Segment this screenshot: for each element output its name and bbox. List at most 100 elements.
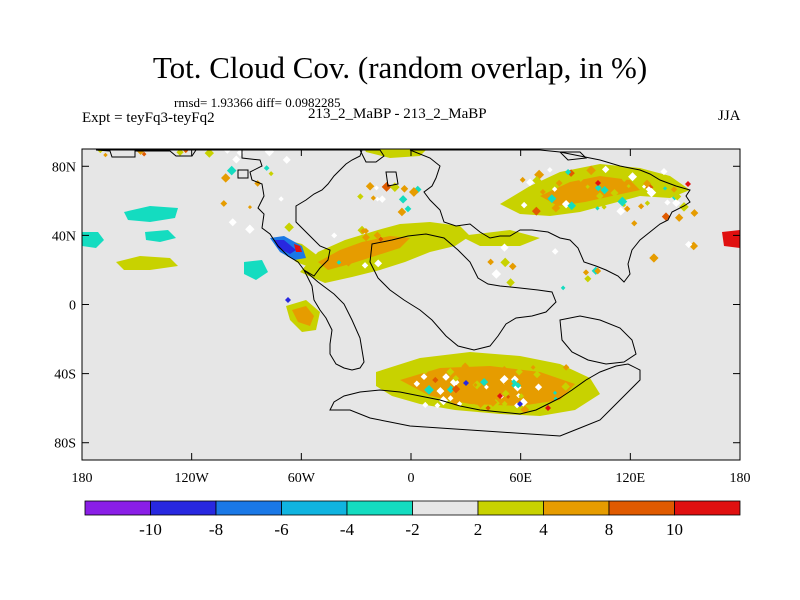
anomaly-speckle (422, 401, 429, 409)
anomaly-speckle (673, 192, 682, 201)
anomaly-speckle (500, 257, 510, 268)
coastline-eurasia (409, 149, 691, 283)
colorbar-label: 2 (474, 520, 483, 539)
anomaly-speckle (514, 402, 521, 409)
coastline-antarctica (329, 363, 641, 437)
anomaly-speckle (562, 364, 570, 371)
anomaly-speckle (331, 232, 338, 239)
colorbar-label: 4 (539, 520, 548, 539)
colorbar-box (674, 500, 741, 516)
anomaly-speckle (594, 184, 602, 192)
anomaly-speckle (228, 218, 237, 227)
anomaly-speckle (679, 202, 689, 212)
anomaly-patch-pacific (116, 256, 178, 270)
colorbar-label: -2 (405, 520, 419, 539)
anomaly-extreme-cell (685, 181, 691, 187)
anomaly-speckle (660, 168, 668, 176)
anomaly-speckle (585, 184, 590, 190)
lat-tick-label: 40N (52, 229, 76, 244)
anomaly-patch-pacific-negative-2 (145, 230, 176, 242)
anomaly-speckle (529, 393, 538, 402)
anomaly-extreme-cell (595, 180, 601, 186)
anomaly-speckle (600, 186, 609, 195)
anomaly-speckle (631, 220, 638, 227)
coastline-central-south-america (303, 269, 365, 371)
anomaly-speckle (365, 181, 375, 191)
experiment-label: Expt = teyFq3-teyFq2 (82, 110, 215, 126)
anomaly-speckle (187, 149, 188, 150)
anomaly-speckle (484, 384, 489, 390)
anomaly-speckle (268, 171, 274, 177)
anomaly-speckle (473, 382, 478, 387)
anomaly-speckle (397, 207, 407, 217)
lon-tick-label: 60E (509, 471, 532, 486)
colorbar-label: 10 (666, 520, 683, 539)
anomaly-speckle (491, 269, 502, 279)
anomaly-speckle (434, 402, 441, 409)
anomaly-speckle (381, 181, 392, 192)
anomaly-speckle (649, 253, 659, 263)
anomaly-patch-pacific-negative-3 (244, 260, 268, 280)
lon-tick-label: 120E (616, 471, 646, 486)
anomaly-speckle (530, 364, 536, 370)
anomaly-speckle (584, 275, 592, 283)
anomaly-speckle (643, 179, 652, 188)
anomaly-speckle (601, 165, 610, 174)
anomaly-speckle (560, 285, 566, 291)
anomaly-patch-california-core (274, 240, 296, 254)
anomaly-extreme-cell (497, 393, 503, 399)
anomaly-speckle (520, 201, 528, 209)
anomaly-speckle (664, 199, 671, 206)
anomaly-speckle (420, 373, 428, 381)
lat-tick-label: 80S (54, 437, 76, 452)
anomaly-speckle (518, 393, 525, 399)
anomaly-speckle (547, 194, 557, 204)
anomaly-patch-siberia-core (540, 176, 640, 206)
anomaly-speckle (487, 258, 494, 266)
anomaly-speckle (176, 149, 184, 156)
anomaly-patch-pacific-negative-west (82, 232, 104, 248)
anomaly-speckle (400, 184, 409, 193)
anomaly-speckle (343, 257, 354, 267)
anomaly-speckle (567, 169, 575, 177)
anomaly-speckle (565, 168, 572, 176)
anomaly-speckle (646, 174, 651, 179)
anomaly-speckle (278, 196, 284, 202)
longitude-ticks: 180 120W 60W 0 60E 120E 180 (72, 149, 751, 486)
anomaly-speckle (526, 178, 534, 187)
anomaly-speckle (446, 367, 455, 376)
anomaly-patch-east-negative (722, 230, 740, 248)
anomaly-speckle (596, 192, 604, 200)
anomaly-speckle (547, 167, 553, 173)
anomaly-speckle (502, 389, 510, 398)
anomaly-speckle (451, 384, 461, 394)
lon-tick-label: 120W (175, 471, 210, 486)
coastline-siberia-island (558, 151, 588, 161)
anomaly-speckle (488, 397, 498, 407)
anomaly-speckle (373, 231, 382, 240)
anomaly-speckle (361, 262, 369, 269)
coastline-hudson (385, 171, 399, 187)
anomaly-speckle (226, 165, 237, 176)
anomaly-speckle (423, 369, 428, 375)
colorbar-box (543, 500, 610, 516)
anomaly-speckle (221, 173, 231, 183)
anomaly-speckle (653, 186, 660, 193)
anomaly-speckle (436, 387, 445, 396)
anomaly-speckle (501, 400, 508, 407)
anomaly-speckle (616, 206, 626, 216)
colorbar-label: -8 (209, 520, 223, 539)
anomaly-speckle (567, 201, 577, 211)
anomaly-speckle (282, 155, 291, 164)
anomaly-patch-south-america-core (292, 306, 314, 326)
anomaly-speckle (518, 374, 526, 381)
anomaly-speckle (551, 203, 561, 213)
anomaly-speckle (362, 233, 370, 242)
anomaly-speckle (500, 243, 509, 252)
anomaly-speckle (662, 186, 668, 191)
anomaly-speckle (264, 149, 275, 157)
colorbar-box (215, 500, 282, 516)
anomaly-speckle (232, 155, 241, 164)
coastline-africa (369, 233, 557, 351)
